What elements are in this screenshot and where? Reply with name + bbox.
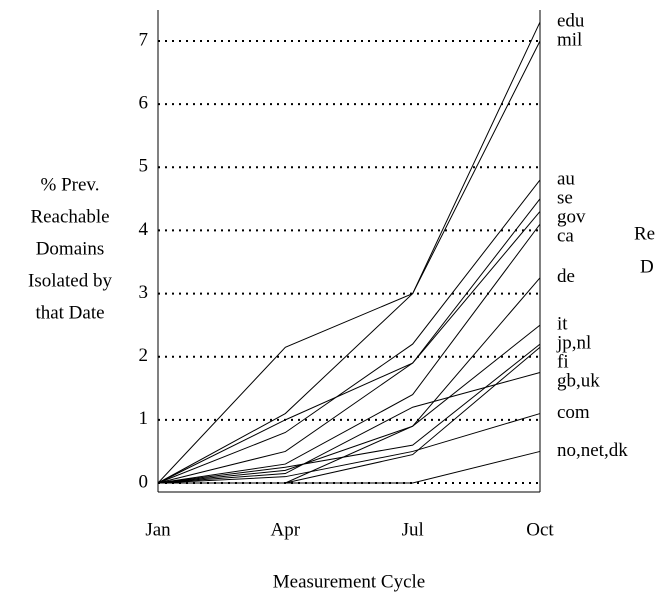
y-tick-label: 5 <box>139 156 149 177</box>
annotation: Re <box>634 223 655 244</box>
y-tick-label: 1 <box>139 408 149 429</box>
x-axis-label: Measurement Cycle <box>273 571 425 592</box>
series-label: fi <box>557 352 569 373</box>
series-label: mil <box>557 29 582 50</box>
series-line <box>158 324 541 484</box>
y-axis-label: % Prev. <box>41 174 100 195</box>
y-tick-label: 6 <box>139 93 149 114</box>
series-line <box>157 372 541 484</box>
y-tick-label: 2 <box>139 345 149 366</box>
series-label: gov <box>557 206 586 227</box>
series-line <box>157 277 541 484</box>
y-tick-label: 7 <box>139 29 149 50</box>
series-line <box>157 223 541 484</box>
series-label: com <box>557 402 590 423</box>
series-line <box>157 21 541 484</box>
series-label: no,net,dk <box>557 440 628 461</box>
y-tick-label: 3 <box>139 282 149 303</box>
series-label: se <box>557 187 573 208</box>
series-line <box>157 413 541 484</box>
x-tick-label: Apr <box>271 519 301 540</box>
series-line <box>157 198 541 484</box>
series-label: de <box>557 266 575 287</box>
y-axis-label: that Date <box>35 302 104 323</box>
series-line <box>158 346 541 484</box>
series-label: au <box>557 168 575 189</box>
y-axis-label: Isolated by <box>28 270 112 291</box>
x-tick-label: Jul <box>402 519 424 540</box>
y-tick-label: 0 <box>139 471 149 492</box>
series-line <box>157 40 541 484</box>
series-label: ca <box>557 225 574 246</box>
series-label: jp,nl <box>556 333 591 354</box>
series-label: gb,uk <box>557 371 600 392</box>
x-tick-label: Jan <box>145 519 171 540</box>
y-axis-label: Reachable <box>30 206 109 227</box>
y-tick-label: 4 <box>139 219 149 240</box>
series-line <box>157 211 541 484</box>
annotation: D <box>640 256 654 277</box>
series-line <box>157 343 541 484</box>
series-line <box>157 179 541 484</box>
series-label: edu <box>557 10 585 31</box>
series-label: it <box>557 314 568 335</box>
series-line <box>158 450 541 484</box>
x-tick-label: Oct <box>526 519 554 540</box>
y-axis-label: Domains <box>36 238 105 259</box>
